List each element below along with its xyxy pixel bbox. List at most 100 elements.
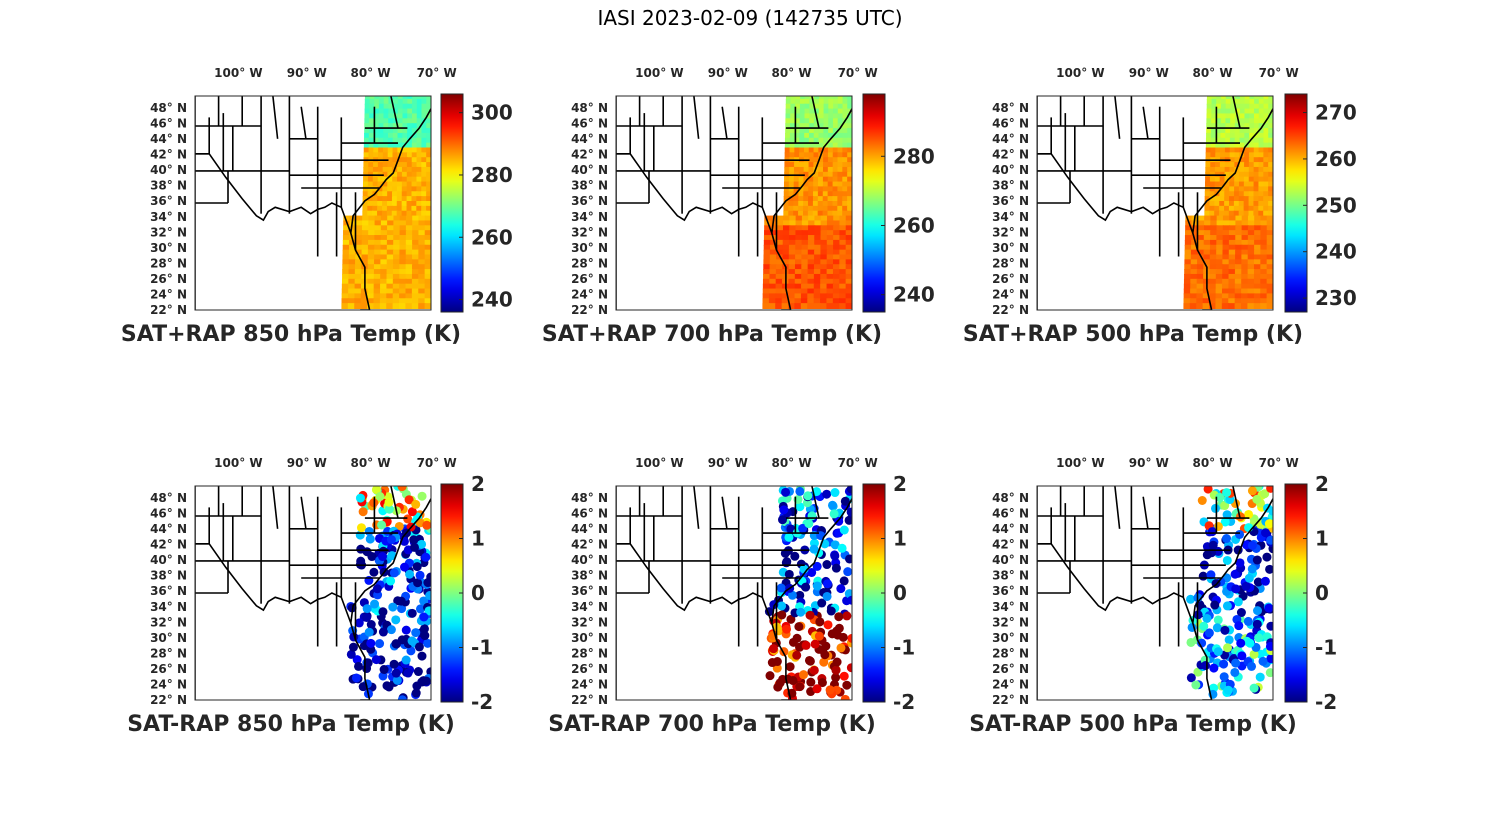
swath-cell xyxy=(823,147,829,154)
swath-cell xyxy=(416,186,423,193)
swath-cell xyxy=(1219,181,1226,188)
swath-cell xyxy=(347,303,356,309)
swath-cell xyxy=(363,137,370,144)
swath-cell xyxy=(837,186,844,193)
swath-cell xyxy=(807,278,815,285)
swath-cell xyxy=(1206,96,1213,100)
swath-cell xyxy=(393,215,401,222)
swath-cell xyxy=(1216,254,1224,261)
swath-cell xyxy=(789,225,797,232)
swath-cell xyxy=(1205,166,1212,173)
swath-cell xyxy=(362,205,369,212)
swath-cell xyxy=(833,239,841,246)
obs-point xyxy=(840,496,850,506)
obs-point xyxy=(1202,613,1212,623)
swath-cell xyxy=(828,142,834,149)
swath-cell xyxy=(812,210,819,217)
swath-cell xyxy=(1254,215,1262,222)
obs-point xyxy=(809,665,819,675)
colorbar-tick-label: -1 xyxy=(471,636,493,660)
swath-cell xyxy=(803,205,809,212)
swath-cell xyxy=(426,205,431,212)
swath-cell xyxy=(382,152,389,159)
lon-tick-label: 80° W xyxy=(771,456,811,470)
swath-cell xyxy=(782,225,791,232)
obs-point xyxy=(348,642,358,652)
swath-cell xyxy=(406,171,413,178)
swath-cell xyxy=(355,215,364,222)
obs-point xyxy=(772,657,782,667)
swath-cell xyxy=(1268,205,1273,212)
swath-cell xyxy=(380,273,388,280)
swath-cell xyxy=(399,254,407,261)
swath-cell xyxy=(1220,103,1227,110)
obs-point xyxy=(1249,683,1259,693)
swath-cell xyxy=(785,123,792,130)
obs-point xyxy=(1266,486,1273,493)
state-border xyxy=(1142,106,1149,139)
swath-cell xyxy=(380,239,388,246)
swath-cell xyxy=(402,113,409,120)
swath-cell xyxy=(418,283,426,290)
swath-cell xyxy=(782,244,790,251)
swath-cell xyxy=(1184,273,1192,280)
swath-cell xyxy=(785,108,792,115)
swath-cell xyxy=(1239,118,1246,125)
swath-cell xyxy=(421,210,428,217)
swath-cell xyxy=(1244,98,1251,105)
obs-point xyxy=(1265,564,1273,574)
swath-cell xyxy=(1222,239,1230,246)
swath-cell xyxy=(808,142,815,149)
swath-cell xyxy=(1258,98,1265,105)
swath-cell xyxy=(1229,152,1236,159)
swath-cell xyxy=(1209,186,1216,193)
lon-tick-label: 90° W xyxy=(708,456,748,470)
swath-cell xyxy=(790,123,796,130)
obs-point xyxy=(1222,534,1232,544)
swath-cell xyxy=(426,171,431,178)
swath-cell xyxy=(421,142,428,149)
swath-cell xyxy=(790,98,797,105)
swath-cell xyxy=(374,215,382,222)
swath-cell xyxy=(1249,96,1256,100)
obs-point xyxy=(1264,603,1273,613)
swath-cell xyxy=(827,162,834,168)
obs-point xyxy=(1235,558,1245,568)
swath-cell xyxy=(784,147,791,154)
swath-cell xyxy=(1235,259,1243,266)
swath-cell xyxy=(373,264,382,271)
swath-cell xyxy=(813,162,820,168)
obs-point xyxy=(836,643,846,653)
swath-cell xyxy=(808,162,815,168)
swath-cell xyxy=(421,186,428,193)
obs-point xyxy=(401,625,411,635)
swath-cell xyxy=(1222,220,1231,227)
swath-cell xyxy=(818,132,825,139)
swath-cell xyxy=(822,201,829,207)
swath-cell xyxy=(388,103,395,110)
swath-cell xyxy=(342,244,351,251)
colorbar-tick-label: 300 xyxy=(471,101,513,125)
swath-cell xyxy=(367,191,374,198)
swath-cell xyxy=(847,132,852,139)
swath-cell xyxy=(416,147,423,154)
swath-cell xyxy=(794,269,803,275)
swath-cell xyxy=(842,147,849,154)
swath-cell xyxy=(1268,176,1273,183)
swath-cell xyxy=(364,96,371,100)
swath-cell xyxy=(1216,249,1224,256)
swath-cell xyxy=(1219,191,1226,198)
swath-cell xyxy=(380,249,388,256)
swath-cell xyxy=(354,269,363,275)
swath-cell xyxy=(1196,293,1204,300)
swath-cell xyxy=(387,152,394,159)
swath-cell xyxy=(803,147,810,154)
swath-cell xyxy=(1233,210,1240,217)
obs-point xyxy=(403,514,413,524)
obs-point xyxy=(352,655,362,665)
swath-cell xyxy=(407,132,413,139)
swath-cell xyxy=(789,162,796,168)
swath-cell xyxy=(387,166,394,173)
swath-cell xyxy=(426,196,431,202)
swath-cell xyxy=(392,171,399,178)
